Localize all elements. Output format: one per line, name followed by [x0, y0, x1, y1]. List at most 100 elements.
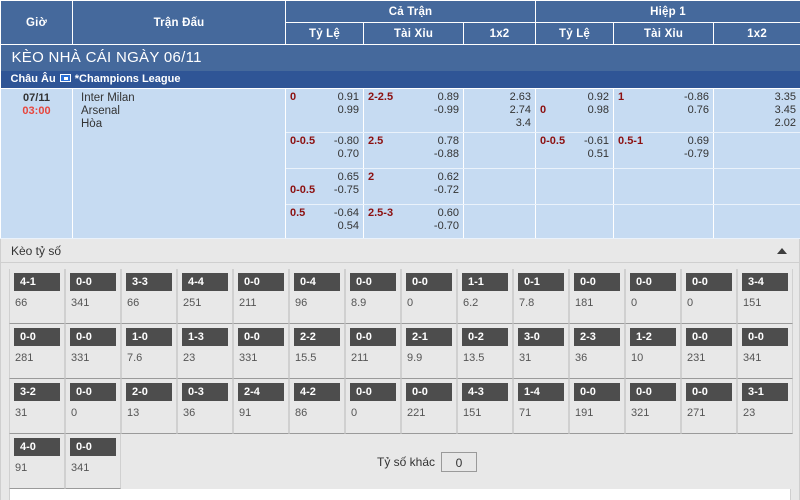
score-chip[interactable]: 0-0 — [238, 328, 284, 346]
odds-h1-rate[interactable] — [535, 168, 615, 205]
score-cell[interactable]: 0-0 0 — [65, 379, 121, 434]
table-row[interactable]: 0-0.5 -0.80 0.70 2.5 0.78 -0.88 — [1, 132, 800, 169]
score-cell[interactable]: 3-4 151 — [737, 269, 793, 324]
score-chip[interactable]: 0-0 — [406, 273, 452, 291]
score-chip[interactable]: 0-4 — [294, 273, 340, 291]
score-cell[interactable]: 0-0 341 — [65, 434, 121, 489]
score-chip[interactable]: 0-0 — [70, 383, 116, 401]
score-cell[interactable]: 0-0 281 — [9, 324, 65, 379]
odds-ft-ou[interactable]: 2.5 0.78 -0.88 — [363, 132, 464, 169]
other-score-value[interactable]: 0 — [441, 451, 478, 472]
score-cell[interactable]: 0-0 331 — [233, 324, 289, 379]
score-chip[interactable]: 1-0 — [126, 328, 172, 346]
score-cell[interactable]: 4-3 151 — [457, 379, 513, 434]
score-chip[interactable]: 2-0 — [126, 383, 172, 401]
score-cell[interactable]: 0-0 0 — [345, 379, 401, 434]
score-cell[interactable]: 0-0 331 — [65, 324, 121, 379]
score-chip[interactable]: 2-1 — [406, 328, 452, 346]
table-row[interactable]: 07/11 03:00 Inter Milan Arsenal Hòa 0 0.… — [0, 88, 800, 239]
score-chip[interactable]: 0-3 — [182, 383, 228, 401]
score-cell[interactable]: 0-0 0 — [681, 269, 737, 324]
score-cell[interactable]: 2-3 36 — [569, 324, 625, 379]
odds-h1-1x2[interactable]: 3.35 3.45 2.02 — [713, 88, 800, 133]
score-chip[interactable]: 2-4 — [238, 383, 284, 401]
score-cell[interactable]: 0-0 211 — [345, 324, 401, 379]
score-chip[interactable]: 0-0 — [350, 383, 396, 401]
score-chip[interactable]: 3-0 — [518, 328, 564, 346]
odds-ft-rate[interactable]: 0.5 -0.64 0.54 — [285, 204, 364, 239]
score-cell[interactable]: 4-1 66 — [9, 269, 65, 324]
score-cell[interactable]: 2-2 15.5 — [289, 324, 345, 379]
score-chip[interactable]: 1-4 — [518, 383, 564, 401]
odds-ft-rate[interactable]: 0.65 0-0.5 -0.75 — [285, 168, 364, 205]
score-cell[interactable]: 0-4 96 — [289, 269, 345, 324]
score-cell[interactable]: 0-0 321 — [625, 379, 681, 434]
score-cell[interactable]: 0-0 0 — [625, 269, 681, 324]
odds-h1-1x2[interactable] — [713, 204, 800, 239]
score-chip[interactable]: 1-2 — [630, 328, 676, 346]
score-cell[interactable]: 0-0 221 — [401, 379, 457, 434]
score-cell[interactable]: 0-2 13.5 — [457, 324, 513, 379]
score-chip[interactable]: 4-2 — [294, 383, 340, 401]
odds-ft-1x2[interactable] — [462, 204, 537, 239]
odds-h1-rate[interactable]: 0-0.5 -0.61 0.51 — [535, 132, 615, 169]
odds-h1-ou[interactable] — [613, 168, 715, 205]
score-chip[interactable]: 1-3 — [182, 328, 228, 346]
score-cell[interactable]: 2-0 13 — [121, 379, 177, 434]
score-chip[interactable]: 0-0 — [70, 438, 116, 456]
score-cell[interactable]: 1-0 7.6 — [121, 324, 177, 379]
score-chip[interactable]: 0-0 — [742, 328, 788, 346]
score-chip[interactable]: 0-0 — [630, 273, 676, 291]
score-cell[interactable]: 0-1 7.8 — [513, 269, 569, 324]
odds-ft-rate[interactable]: 0-0.5 -0.80 0.70 — [285, 132, 364, 169]
score-cell[interactable]: 0-0 341 — [65, 269, 121, 324]
odds-ft-1x2[interactable] — [462, 132, 537, 169]
score-chip[interactable]: 4-0 — [14, 438, 60, 456]
score-cell[interactable]: 0-0 8.9 — [345, 269, 401, 324]
odds-h1-1x2[interactable] — [713, 132, 800, 169]
odds-ft-rate[interactable]: 0 0.91 0.99 — [285, 88, 364, 133]
table-row[interactable]: 0.5 -0.64 0.54 2.5-3 0.60 -0.70 — [1, 204, 800, 239]
score-chip[interactable]: 0-0 — [686, 273, 732, 291]
score-cell[interactable]: 4-2 86 — [289, 379, 345, 434]
score-chip[interactable]: 0-0 — [574, 383, 620, 401]
score-cell[interactable]: 1-1 6.2 — [457, 269, 513, 324]
score-chip[interactable]: 4-3 — [462, 383, 508, 401]
score-chip[interactable]: 0-0 — [406, 383, 452, 401]
score-chip[interactable]: 0-2 — [462, 328, 508, 346]
score-cell[interactable]: 0-0 341 — [737, 324, 793, 379]
score-cell[interactable]: 1-2 10 — [625, 324, 681, 379]
score-chip[interactable]: 3-2 — [14, 383, 60, 401]
score-chip[interactable]: 0-0 — [686, 328, 732, 346]
score-cell[interactable]: 2-1 9.9 — [401, 324, 457, 379]
score-cell[interactable]: 0-0 211 — [233, 269, 289, 324]
table-row[interactable]: 0.65 0-0.5 -0.75 2 0.62 -0.72 — [1, 168, 800, 205]
odds-ft-ou[interactable]: 2 0.62 -0.72 — [363, 168, 464, 205]
score-cell[interactable]: 3-2 31 — [9, 379, 65, 434]
score-cell[interactable]: 0-0 181 — [569, 269, 625, 324]
league-bar[interactable]: Châu Âu *Champions League — [0, 71, 800, 88]
odds-h1-rate[interactable] — [535, 204, 615, 239]
score-chip[interactable]: 3-1 — [742, 383, 788, 401]
score-cell[interactable]: 2-4 91 — [233, 379, 289, 434]
score-chip[interactable]: 0-1 — [518, 273, 564, 291]
score-chip[interactable]: 0-0 — [350, 273, 396, 291]
odds-h1-1x2[interactable] — [713, 168, 800, 205]
score-cell[interactable]: 0-3 36 — [177, 379, 233, 434]
score-cell[interactable]: 1-3 23 — [177, 324, 233, 379]
caret-up-icon[interactable] — [777, 248, 787, 254]
score-cell[interactable]: 4-0 91 — [9, 434, 65, 489]
odds-h1-ou[interactable]: 0.5-1 0.69 -0.79 — [613, 132, 715, 169]
score-cell[interactable]: 3-0 31 — [513, 324, 569, 379]
score-chip[interactable]: 1-1 — [462, 273, 508, 291]
score-chip[interactable]: 0-0 — [238, 273, 284, 291]
score-chip[interactable]: 2-2 — [294, 328, 340, 346]
odds-h1-rate[interactable]: 0.92 0 0.98 — [535, 88, 615, 133]
odds-h1-ou[interactable]: 1 -0.86 0.76 — [613, 88, 715, 133]
odds-ft-1x2[interactable] — [462, 168, 537, 205]
score-cell[interactable]: 1-4 71 — [513, 379, 569, 434]
score-cell[interactable]: 0-0 271 — [681, 379, 737, 434]
odds-ft-ou[interactable]: 2-2.5 0.89 -0.99 — [363, 88, 464, 133]
score-chip[interactable]: 0-0 — [70, 273, 116, 291]
score-chip[interactable]: 3-4 — [742, 273, 788, 291]
